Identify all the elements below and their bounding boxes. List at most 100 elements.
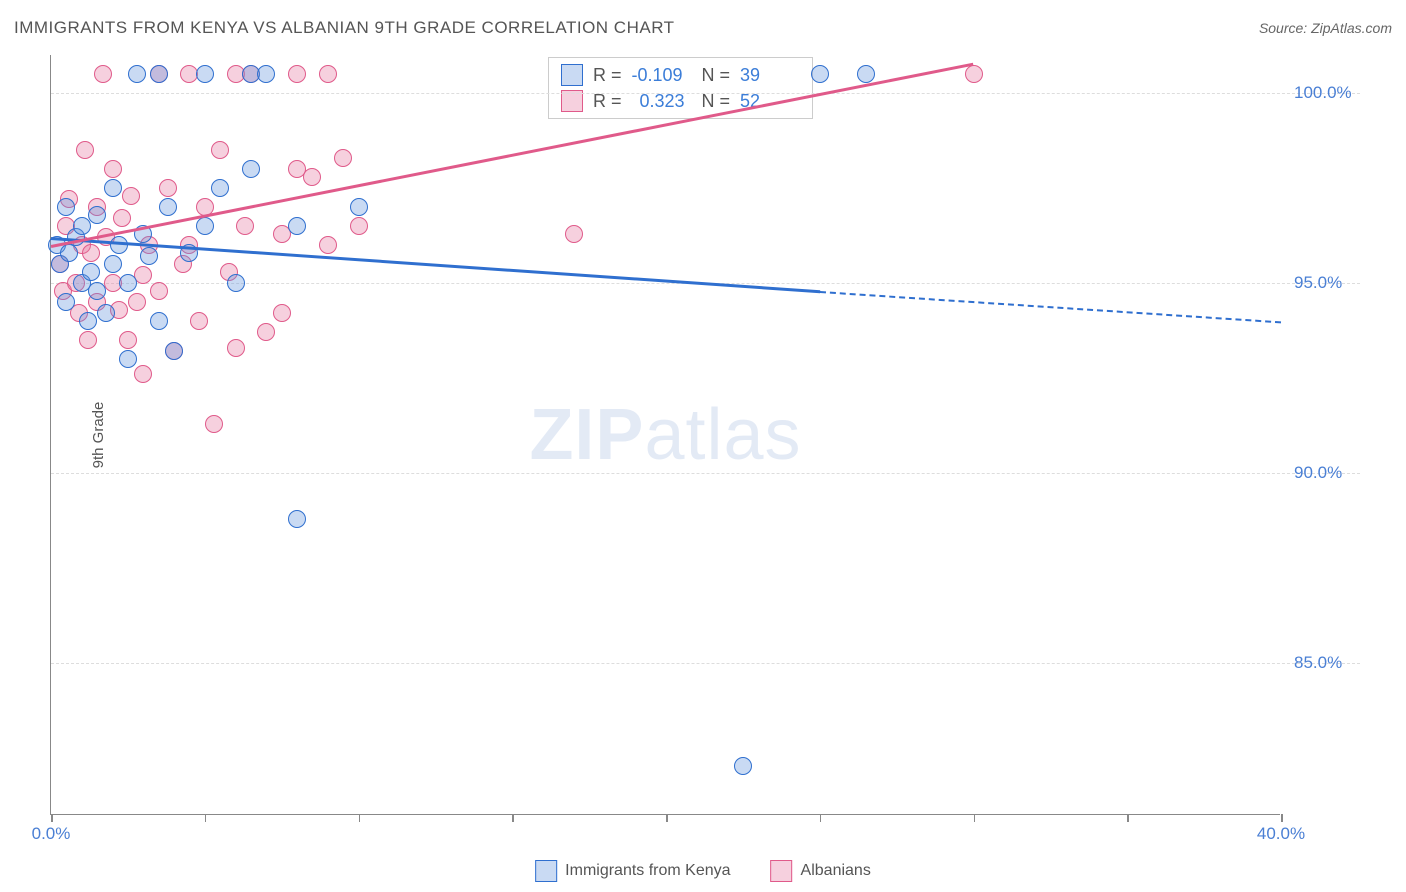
scatter-point-albanians (94, 65, 112, 83)
x-tick-label: 0.0% (32, 824, 71, 844)
y-tick-label: 95.0% (1294, 273, 1374, 293)
scatter-point-kenya (140, 247, 158, 265)
scatter-point-kenya (104, 255, 122, 273)
scatter-point-kenya (257, 65, 275, 83)
scatter-point-kenya (288, 510, 306, 528)
x-tick-mark (359, 814, 361, 822)
scatter-point-kenya (119, 350, 137, 368)
scatter-point-albanians (205, 415, 223, 433)
scatter-point-albanians (350, 217, 368, 235)
scatter-point-kenya (73, 217, 91, 235)
x-tick-label: 40.0% (1257, 824, 1305, 844)
source-name: ZipAtlas.com (1311, 20, 1392, 36)
scatter-point-kenya (196, 65, 214, 83)
trendline-albanians (51, 63, 974, 248)
watermark-atlas: atlas (644, 395, 801, 475)
scatter-plot-area: 9th Grade ZIPatlas R = -0.109 N = 39 R =… (50, 55, 1280, 815)
x-tick-mark (974, 814, 976, 822)
scatter-point-kenya (119, 274, 137, 292)
scatter-point-kenya (150, 65, 168, 83)
watermark: ZIPatlas (529, 394, 801, 476)
scatter-point-albanians (82, 244, 100, 262)
y-tick-label: 100.0% (1294, 83, 1374, 103)
trendline-kenya-dashed (820, 291, 1281, 323)
scatter-point-kenya (211, 179, 229, 197)
scatter-point-kenya (88, 282, 106, 300)
scatter-point-kenya (857, 65, 875, 83)
y-tick-label: 85.0% (1294, 653, 1374, 673)
swatch-albanians (771, 860, 793, 882)
watermark-zip: ZIP (529, 395, 644, 475)
correlation-stats-box: R = -0.109 N = 39 R = 0.323 N = 52 (548, 57, 813, 119)
gridline (51, 93, 1360, 94)
x-tick-mark (1127, 814, 1129, 822)
scatter-point-kenya (97, 304, 115, 322)
legend-item-kenya: Immigrants from Kenya (535, 860, 730, 882)
scatter-point-kenya (811, 65, 829, 83)
source-attribution: Source: ZipAtlas.com (1259, 20, 1392, 36)
scatter-point-kenya (88, 206, 106, 224)
scatter-point-albanians (190, 312, 208, 330)
legend: Immigrants from Kenya Albanians (535, 860, 871, 882)
scatter-point-albanians (211, 141, 229, 159)
scatter-point-albanians (122, 187, 140, 205)
scatter-point-kenya (57, 293, 75, 311)
legend-item-albanians: Albanians (771, 860, 871, 882)
gridline (51, 663, 1360, 664)
swatch-kenya (535, 860, 557, 882)
stat-r-label: R = (593, 65, 622, 86)
scatter-point-albanians (128, 293, 146, 311)
scatter-point-albanians (236, 217, 254, 235)
scatter-point-kenya (82, 263, 100, 281)
scatter-point-kenya (350, 198, 368, 216)
stats-row-albanians: R = 0.323 N = 52 (561, 88, 800, 114)
x-tick-mark (1281, 814, 1283, 822)
scatter-point-kenya (128, 65, 146, 83)
scatter-point-albanians (257, 323, 275, 341)
scatter-point-albanians (319, 65, 337, 83)
scatter-point-albanians (965, 65, 983, 83)
scatter-point-albanians (159, 179, 177, 197)
legend-label-albanians: Albanians (801, 862, 871, 880)
scatter-point-albanians (565, 225, 583, 243)
scatter-point-kenya (196, 217, 214, 235)
x-tick-mark (512, 814, 514, 822)
scatter-point-kenya (110, 236, 128, 254)
scatter-point-albanians (227, 339, 245, 357)
scatter-point-albanians (273, 304, 291, 322)
trendline-kenya (51, 237, 820, 293)
y-tick-label: 90.0% (1294, 463, 1374, 483)
x-tick-mark (51, 814, 53, 822)
y-axis-label: 9th Grade (90, 401, 107, 468)
scatter-point-kenya (79, 312, 97, 330)
scatter-point-albanians (319, 236, 337, 254)
x-tick-mark (666, 814, 668, 822)
scatter-point-kenya (104, 179, 122, 197)
scatter-point-albanians (119, 331, 137, 349)
legend-label-kenya: Immigrants from Kenya (565, 862, 730, 880)
scatter-point-kenya (159, 198, 177, 216)
gridline (51, 473, 1360, 474)
stat-n-label: N = (702, 65, 731, 86)
scatter-point-kenya (734, 757, 752, 775)
scatter-point-albanians (334, 149, 352, 167)
scatter-point-albanians (76, 141, 94, 159)
scatter-point-kenya (242, 160, 260, 178)
x-tick-mark (820, 814, 822, 822)
scatter-point-kenya (227, 274, 245, 292)
scatter-point-albanians (303, 168, 321, 186)
scatter-point-albanians (150, 282, 168, 300)
scatter-point-albanians (134, 365, 152, 383)
source-prefix: Source: (1259, 20, 1311, 36)
scatter-point-kenya (150, 312, 168, 330)
scatter-point-albanians (134, 266, 152, 284)
stat-n-kenya: 39 (740, 65, 800, 86)
stats-row-kenya: R = -0.109 N = 39 (561, 62, 800, 88)
scatter-point-albanians (113, 209, 131, 227)
chart-title: IMMIGRANTS FROM KENYA VS ALBANIAN 9TH GR… (14, 18, 675, 38)
x-tick-mark (205, 814, 207, 822)
scatter-point-albanians (79, 331, 97, 349)
scatter-point-albanians (288, 65, 306, 83)
scatter-point-kenya (57, 198, 75, 216)
scatter-point-albanians (104, 160, 122, 178)
